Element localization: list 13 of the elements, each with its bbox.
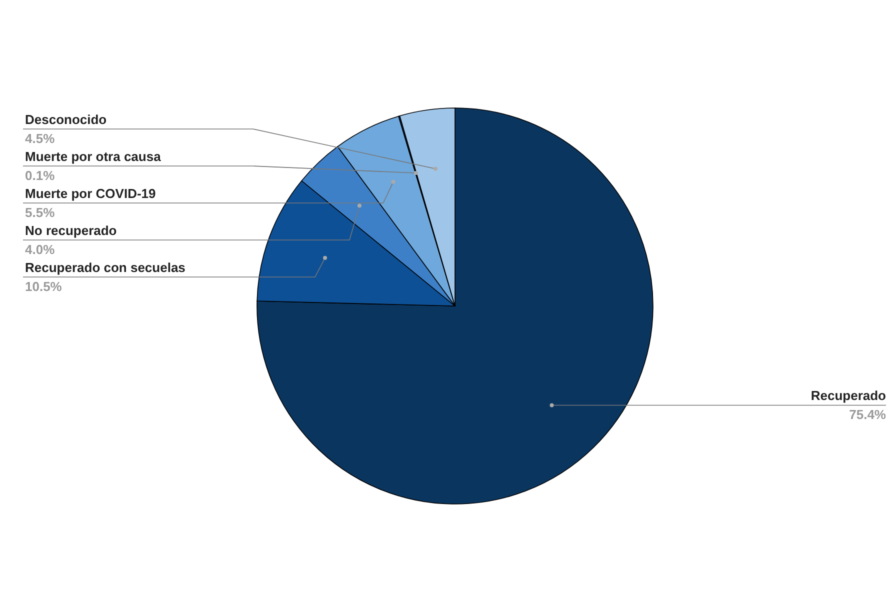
pie-slice [256, 108, 654, 504]
slice-label: No recuperado [25, 223, 117, 238]
data-label: 0.1% [25, 168, 56, 183]
data-label: 5.5% [25, 205, 56, 220]
data-label: 4.5% [25, 131, 56, 146]
data-label: 10.5% [25, 279, 62, 294]
slice-label: Recuperado con secuelas [25, 260, 186, 275]
data-label: 75.4% [849, 407, 886, 422]
slice-label: Muerte por COVID-19 [25, 186, 156, 201]
data-label: 4.0% [25, 242, 56, 257]
slice-label: Desconocido [25, 112, 107, 127]
slice-label: Muerte por otra causa [25, 149, 162, 164]
slice-label: Recuperado [810, 388, 886, 404]
